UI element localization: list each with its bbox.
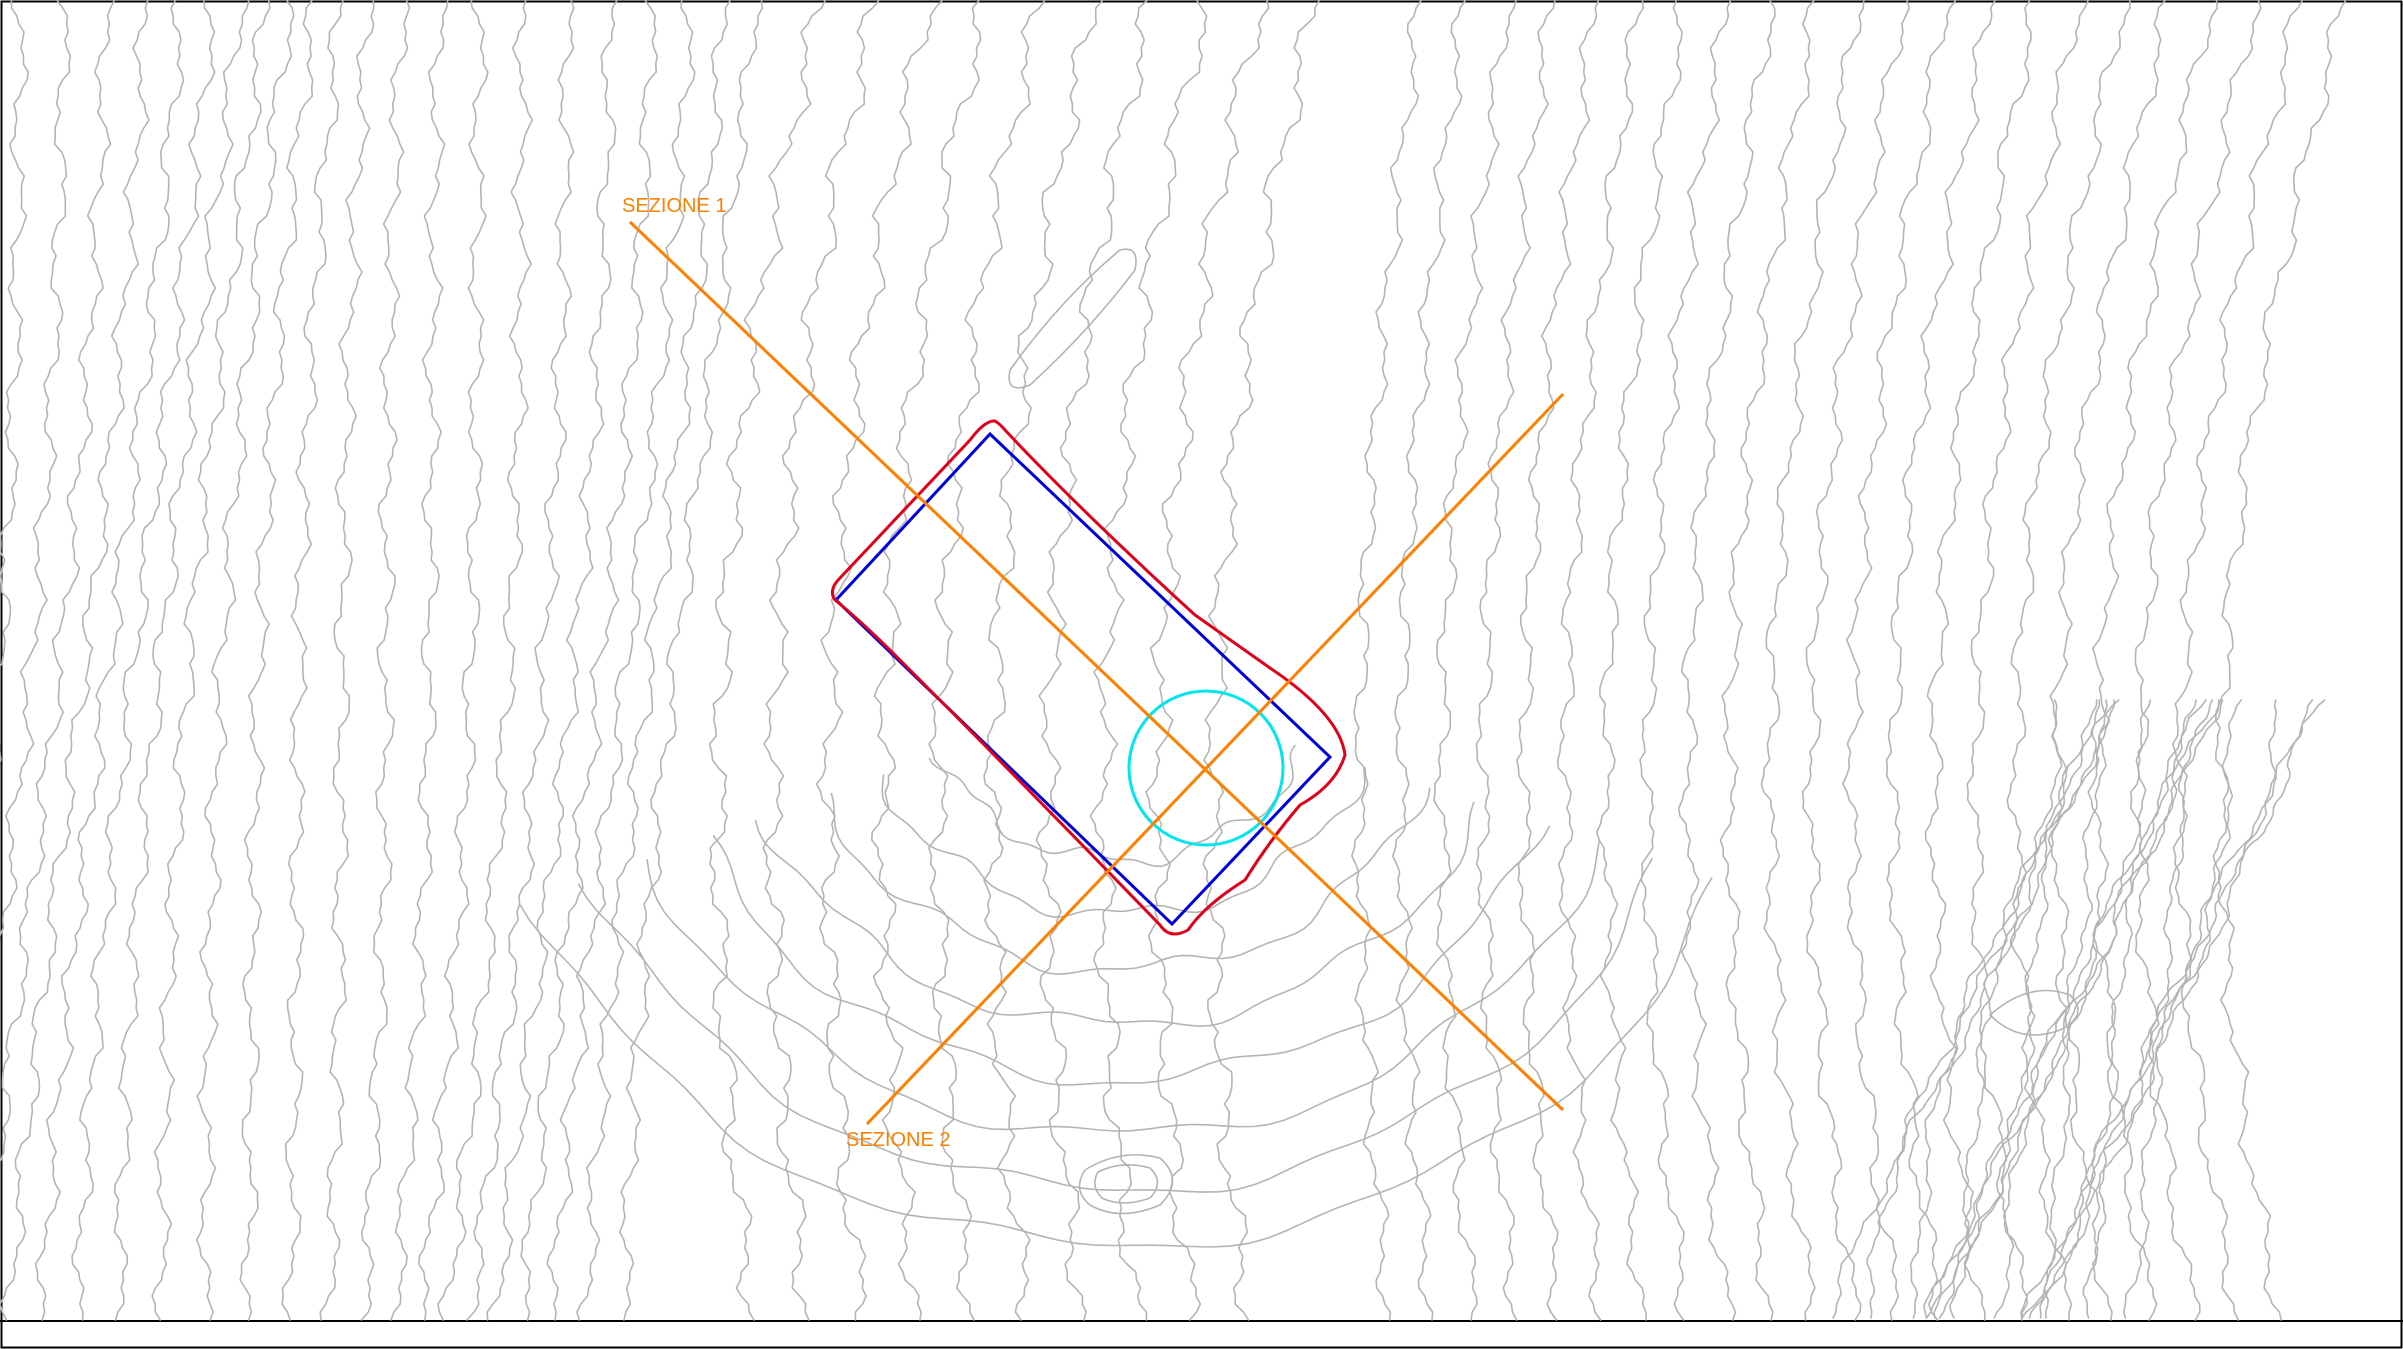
contour-line-right [2172, 0, 2304, 1321]
contour-line-right [2087, 0, 2218, 1321]
contour-line-right [1639, 0, 1732, 1321]
section-line-1 [628, 220, 1565, 1112]
contour-line-dome [578, 858, 1653, 1193]
contour-line-right [1433, 0, 1517, 1321]
contour-line-right [1516, 0, 1600, 1321]
contour-line-dome [928, 744, 1296, 868]
contour-line-left [151, 0, 271, 1321]
contour-line-left [34, 0, 185, 1321]
contour-line-left [71, 0, 216, 1321]
contour-line-ridge [2039, 699, 2207, 1319]
contour-line-center [1202, 0, 1321, 1321]
contour-lines [0, 0, 2347, 1321]
contour-line-ridge [2028, 699, 2220, 1319]
contour-line-ridge [2082, 699, 2314, 1319]
contour-line-left [360, 0, 411, 1321]
contour-line-right [1475, 0, 1556, 1321]
contour-line-left [319, 0, 375, 1321]
section-label-2: SEZIONE 2 [846, 1129, 950, 1151]
contour-line-right [1885, 0, 1996, 1321]
section-label-1: SEZIONE 1 [622, 195, 726, 217]
contour-line-ridge [2123, 699, 2326, 1319]
contour-line-center [871, 0, 982, 1321]
contour-line-right [2047, 0, 2167, 1321]
contour-line-center [928, 0, 1046, 1321]
contour-line-ridge [1909, 699, 2115, 1319]
contour-line-ridge [1832, 699, 2063, 1319]
contour-line-left [281, 0, 345, 1321]
contour-line-left [195, 0, 295, 1321]
contour-line-right [1842, 0, 1957, 1321]
contour-line-center [983, 0, 1104, 1321]
contour-line-right [2212, 0, 2347, 1321]
contour-line-left [113, 0, 250, 1321]
contour-line-center [815, 0, 944, 1321]
section-line-2 [865, 392, 1565, 1126]
contour-line-right [1351, 0, 1423, 1321]
contour-line-left [0, 0, 116, 1163]
contour-line-right [2129, 0, 2262, 1321]
contour-line-center [1089, 0, 1208, 1321]
contour-line-dome [646, 841, 1600, 1132]
survey-circle [1127, 689, 1285, 847]
contour-ridge-top [1008, 248, 1137, 389]
contour-line-left [576, 0, 732, 1321]
contour-line-right [1760, 0, 1865, 1321]
contour-line-left [546, 0, 696, 1321]
contour-line-ridge [1993, 699, 2224, 1319]
contour-line-right [1924, 0, 2032, 1321]
contour-line-ridge [1933, 699, 2120, 1319]
contour-line-left [239, 0, 314, 1321]
contour-line-left [520, 0, 659, 1321]
contour-line-ridge [2021, 699, 2213, 1319]
contour-line-right [1596, 0, 1683, 1321]
contour-line-dome [830, 787, 1431, 975]
contour-line-left [0, 0, 72, 941]
contour-line-right [1677, 0, 1776, 1321]
contour-line-left [418, 0, 489, 1321]
contour-line-left [390, 0, 449, 1321]
contour-line-left [0, 0, 29, 765]
contour-line-center [708, 0, 827, 1321]
footprint-outline-red [830, 419, 1347, 936]
contour-knoll [1078, 1154, 1174, 1215]
contour-line-right [1801, 0, 1911, 1321]
contour-line-ridge [1866, 699, 2101, 1319]
contour-line-ridge [2020, 699, 2242, 1319]
contour-line-left [618, 0, 763, 1321]
contour-knoll [1989, 989, 2079, 1036]
footprint-outline-blue [833, 431, 1333, 927]
contour-line-left [486, 0, 618, 1321]
contour-knoll [1094, 1164, 1159, 1204]
contour-line-dome [519, 877, 1713, 1248]
contour-line-ridge [1938, 699, 2098, 1319]
contour-line-center [1035, 0, 1149, 1321]
contour-line-ridge [1922, 699, 2152, 1319]
contour-line-ridge [1925, 699, 2108, 1319]
contour-line-left [466, 0, 575, 1321]
contour-line-right [2006, 0, 2131, 1321]
contour-line-right [1392, 0, 1467, 1321]
contour-line-dome [881, 766, 1366, 918]
contour-line-dome [754, 801, 1475, 1027]
contour-line-right [1719, 0, 1816, 1321]
contour-line-right [1557, 0, 1644, 1321]
contour-line-dome [712, 825, 1551, 1086]
contour-line-right [1966, 0, 2090, 1321]
contour-line-left [0, 0, 150, 1321]
contour-line-center [1145, 0, 1270, 1321]
contour-line-center [762, 0, 881, 1321]
contour-line-left [437, 0, 534, 1321]
